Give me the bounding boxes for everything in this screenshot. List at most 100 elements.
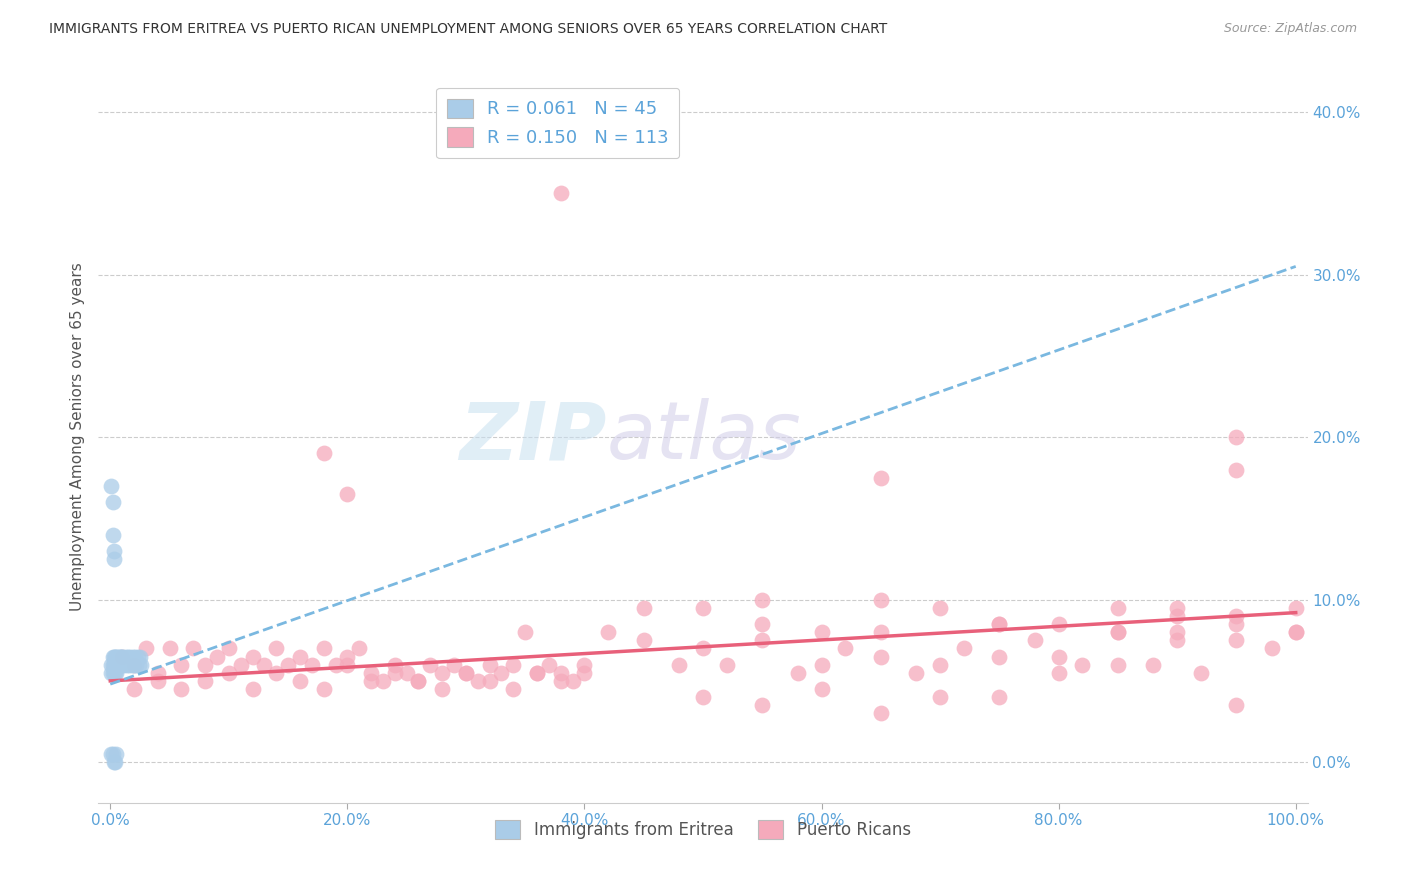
Point [104, 649, 127, 664]
Point [105, 649, 128, 664]
Point [110, 649, 132, 664]
Point [122, 657, 145, 672]
Point [360, 673, 382, 688]
Point [668, 657, 690, 672]
Point [360, 665, 382, 680]
Point [869, 649, 891, 664]
Point [550, 665, 572, 680]
Point [229, 657, 252, 672]
Point [1047, 649, 1070, 664]
Point [105, 657, 128, 672]
Point [384, 665, 406, 680]
Point [336, 487, 359, 501]
Point [1166, 608, 1188, 623]
Point [100, 657, 122, 672]
Point [751, 633, 773, 648]
Point [277, 657, 299, 672]
Point [115, 657, 138, 672]
Point [242, 681, 264, 696]
Point [432, 681, 454, 696]
Point [301, 657, 323, 672]
Point [194, 673, 217, 688]
Point [253, 657, 276, 672]
Point [111, 657, 134, 672]
Point [336, 649, 359, 664]
Point [312, 641, 335, 656]
Point [181, 641, 204, 656]
Point [159, 641, 181, 656]
Point [929, 600, 952, 615]
Point [122, 681, 145, 696]
Point [105, 649, 128, 664]
Point [170, 681, 193, 696]
Point [988, 649, 1011, 664]
Point [288, 649, 311, 664]
Point [1071, 657, 1094, 672]
Point [125, 657, 148, 672]
Point [114, 649, 136, 664]
Point [633, 600, 655, 615]
Point [129, 649, 152, 664]
Point [111, 649, 134, 664]
Point [454, 665, 477, 680]
Point [103, 544, 125, 558]
Point [103, 649, 125, 664]
Point [107, 657, 129, 672]
Point [1225, 633, 1247, 648]
Point [127, 649, 149, 664]
Point [810, 625, 832, 640]
Point [104, 665, 127, 680]
Point [108, 649, 131, 664]
Point [408, 673, 430, 688]
Point [1166, 600, 1188, 615]
Point [692, 690, 714, 705]
Point [929, 657, 952, 672]
Point [218, 665, 240, 680]
Point [751, 698, 773, 713]
Point [526, 665, 548, 680]
Point [325, 657, 347, 672]
Point [408, 673, 430, 688]
Point [1107, 600, 1129, 615]
Point [1225, 608, 1247, 623]
Point [988, 617, 1011, 632]
Point [1107, 657, 1129, 672]
Point [929, 690, 952, 705]
Point [478, 657, 501, 672]
Point [598, 625, 620, 640]
Point [111, 649, 134, 664]
Point [786, 665, 808, 680]
Point [810, 657, 832, 672]
Point [443, 657, 465, 672]
Point [478, 673, 501, 688]
Point [515, 625, 537, 640]
Point [242, 649, 264, 664]
Point [550, 673, 572, 688]
Point [526, 665, 548, 680]
Point [103, 657, 125, 672]
Point [100, 665, 122, 680]
Point [129, 657, 152, 672]
Point [114, 657, 136, 672]
Point [1225, 462, 1247, 476]
Point [121, 649, 143, 664]
Point [101, 665, 124, 680]
Point [1047, 665, 1070, 680]
Point [128, 657, 150, 672]
Point [574, 665, 596, 680]
Point [205, 649, 228, 664]
Point [1225, 617, 1247, 632]
Text: atlas: atlas [606, 398, 801, 476]
Point [110, 657, 132, 672]
Y-axis label: Unemployment Among Seniors over 65 years: Unemployment Among Seniors over 65 years [69, 263, 84, 611]
Point [467, 673, 489, 688]
Point [988, 617, 1011, 632]
Point [1225, 698, 1247, 713]
Text: IMMIGRANTS FROM ERITREA VS PUERTO RICAN UNEMPLOYMENT AMONG SENIORS OVER 65 YEARS: IMMIGRANTS FROM ERITREA VS PUERTO RICAN … [49, 22, 887, 37]
Point [312, 446, 335, 460]
Point [869, 625, 891, 640]
Point [537, 657, 560, 672]
Point [312, 681, 335, 696]
Point [100, 747, 122, 761]
Point [751, 592, 773, 607]
